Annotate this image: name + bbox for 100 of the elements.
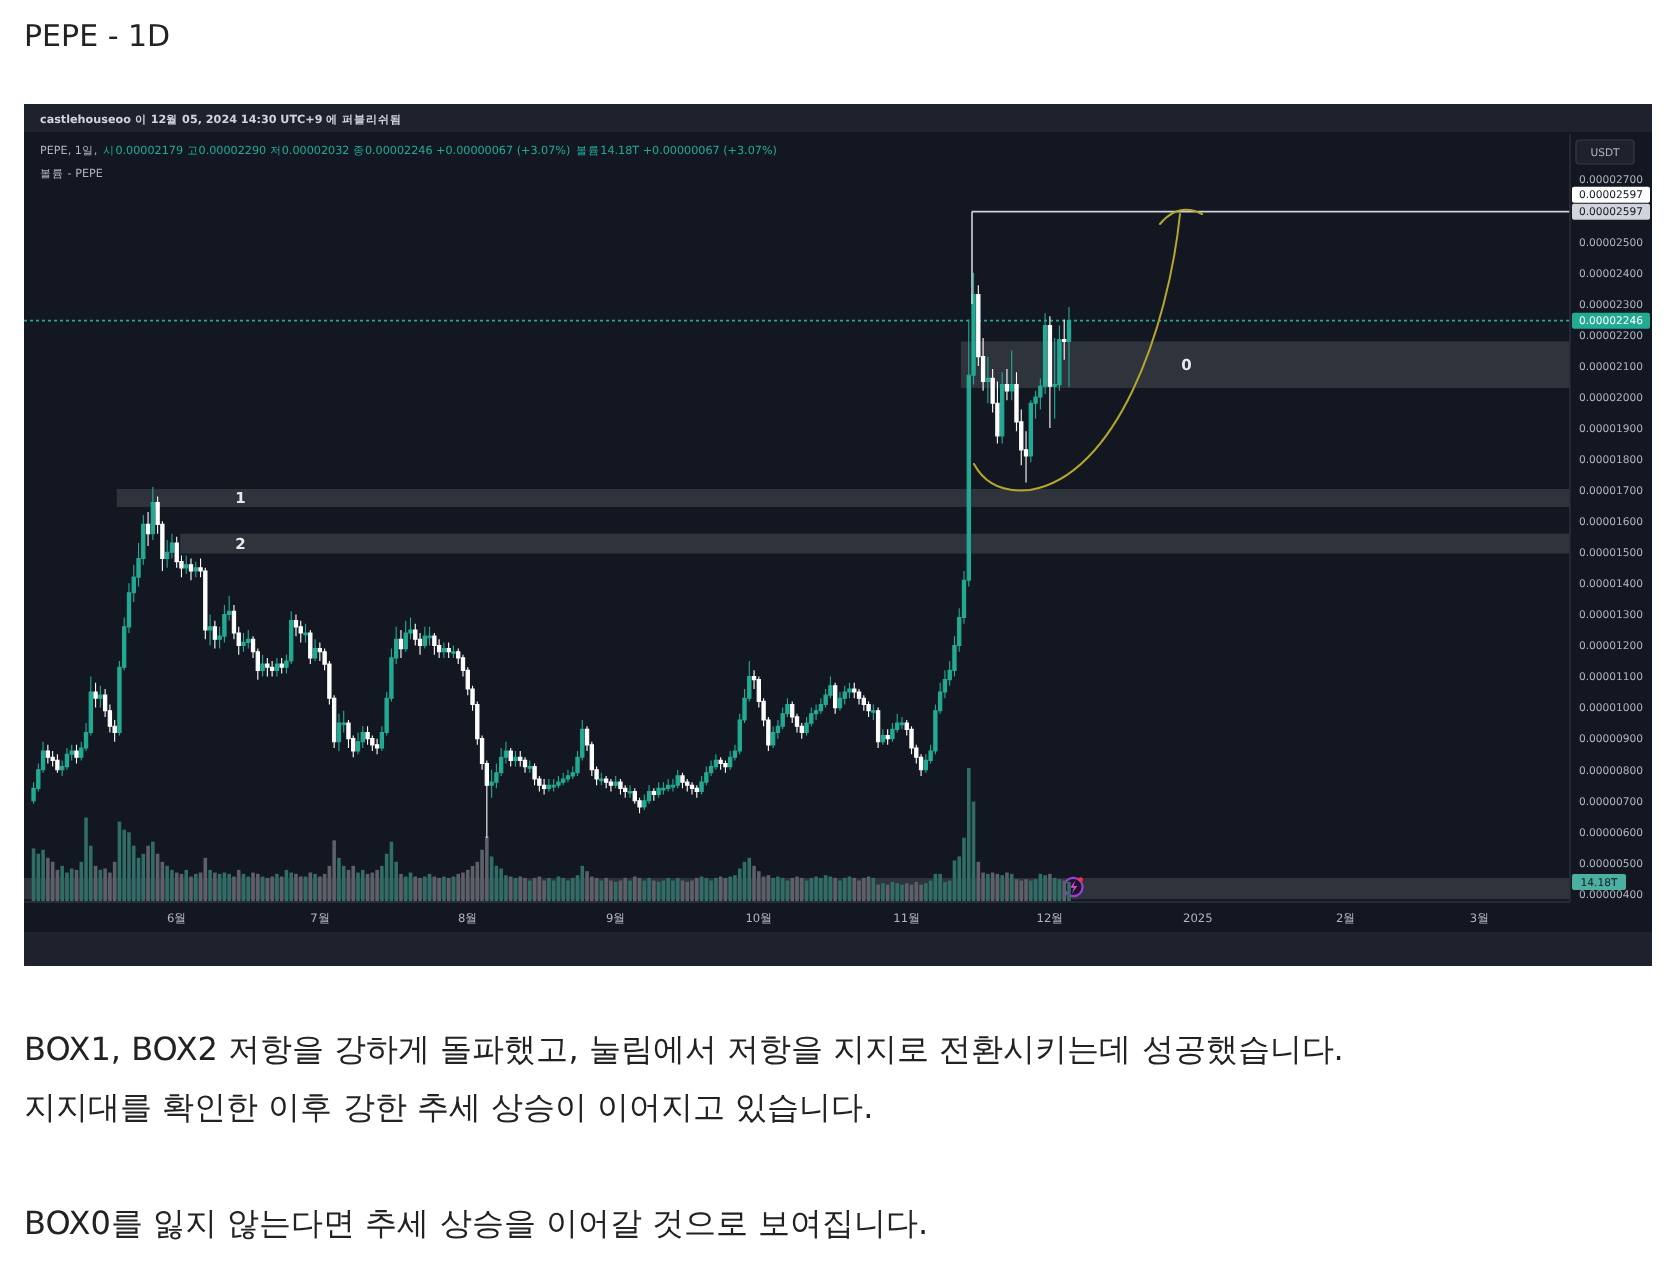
candlestick [551, 778, 556, 792]
candlestick [188, 557, 194, 581]
candlestick [346, 719, 351, 749]
candlestick [675, 769, 680, 789]
candlestick [856, 688, 862, 706]
candlestick [303, 623, 308, 643]
candlestick [728, 750, 733, 771]
candlestick [451, 644, 456, 659]
candlestick [813, 703, 819, 721]
candlestick [308, 629, 313, 665]
candlestick [336, 713, 342, 752]
candlestick [532, 762, 537, 786]
candlestick [670, 778, 676, 792]
candlestick [398, 629, 404, 659]
candlestick [627, 784, 633, 799]
candlestick [861, 694, 866, 712]
candlestick [203, 567, 208, 640]
candlestick [45, 744, 51, 765]
candlestick [279, 657, 284, 674]
candlestick [651, 787, 657, 802]
candlestick [246, 629, 251, 650]
candlestick [985, 356, 991, 404]
candlestick [64, 747, 70, 771]
candlestick [441, 641, 447, 659]
candlestick [298, 620, 303, 643]
candlestick [427, 626, 432, 647]
candlestick [360, 725, 365, 749]
candlestick [169, 533, 175, 560]
candlestick [174, 536, 179, 569]
candlestick [699, 775, 704, 796]
candlestick [446, 641, 451, 659]
candlestick [193, 561, 198, 578]
candlestick [899, 716, 905, 730]
candlestick [489, 769, 494, 799]
candlestick [718, 756, 723, 771]
candlestick [365, 725, 370, 746]
candlestick [1009, 349, 1014, 401]
candlestick [164, 539, 170, 569]
candlestick [799, 722, 804, 740]
candlestick [413, 623, 418, 647]
candlestick [508, 747, 513, 768]
candlestick [74, 744, 79, 765]
candlestick [842, 685, 847, 706]
candlestick [880, 728, 886, 746]
candlestick [145, 511, 151, 547]
candlestick [665, 778, 671, 792]
candlestick [723, 759, 728, 774]
candlestick [317, 641, 323, 662]
candlestick [222, 604, 227, 643]
candlestick [1062, 318, 1067, 361]
candlestick [885, 728, 890, 746]
candlestick [909, 725, 914, 755]
candlestick [837, 691, 843, 712]
candlestick [546, 778, 552, 792]
candlestick [646, 784, 652, 805]
candlestick [260, 654, 265, 678]
candlestick [708, 759, 714, 777]
candlestick [1000, 371, 1005, 445]
candlestick [422, 626, 427, 650]
candlestick [1047, 315, 1053, 429]
candlestick [608, 778, 614, 792]
candlestick [417, 632, 423, 656]
candlestick [207, 613, 213, 647]
candlestick [623, 784, 628, 799]
candlestick [1028, 399, 1033, 463]
candlestick [713, 753, 719, 771]
candlestick [561, 772, 566, 786]
candlestick [565, 769, 571, 783]
candlestick [689, 781, 695, 796]
candlestick [355, 731, 361, 755]
candlestick [212, 620, 218, 650]
candlestick [50, 750, 55, 768]
candlestick [522, 756, 528, 774]
candlestick [632, 787, 637, 805]
candlestick [269, 660, 275, 678]
candlestick [847, 682, 852, 699]
candlestick [436, 638, 442, 659]
text: BOX0를 잃지 않는다면 추세 상승을 이어갈 것으로 보여집니다. [24, 1204, 929, 1242]
candlestick [599, 772, 604, 786]
candlestick [527, 759, 532, 774]
candlestick [804, 716, 809, 737]
candlestick [93, 682, 98, 709]
chart-title: PEPE - 1D [24, 18, 171, 54]
candlestick [241, 632, 246, 653]
candlestick [184, 554, 189, 575]
candlestick [370, 734, 375, 752]
candlestick [918, 753, 924, 777]
candlestick [403, 620, 408, 653]
candlestick [923, 753, 929, 774]
candlestick [293, 613, 299, 637]
candlestick [818, 697, 824, 715]
candlestick [866, 700, 871, 718]
candlestick [685, 778, 690, 792]
candlestick [432, 632, 437, 656]
candlestick [852, 682, 857, 699]
candlestick [312, 638, 318, 662]
candlestick [55, 753, 60, 774]
candlestick [890, 722, 895, 743]
candlestick [875, 707, 881, 749]
candlestick [770, 725, 776, 749]
